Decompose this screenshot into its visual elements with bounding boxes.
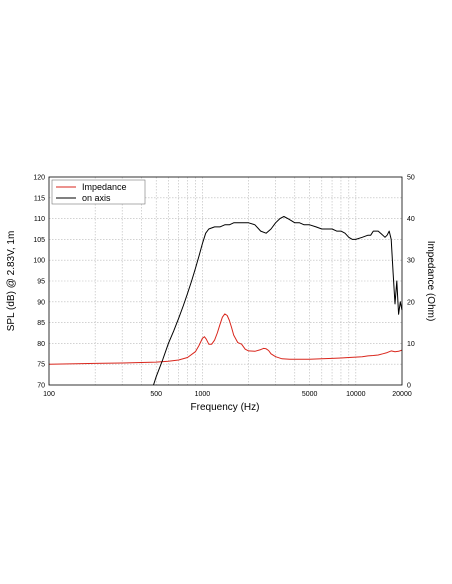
series-lines: [48, 216, 403, 386]
y-right-tick-label: 10: [407, 341, 415, 348]
y-left-tick-label: 95: [37, 279, 45, 286]
y-left-tick-label: 75: [37, 362, 45, 369]
y-right-tick-label: 50: [407, 175, 415, 182]
plot-frame: [48, 176, 403, 386]
x-tick-label: 5000: [302, 391, 318, 398]
y-left-tick-label: 100: [33, 258, 45, 265]
legend: Impedance on axis: [51, 179, 146, 205]
series-line-on-axis: [153, 216, 403, 386]
legend-label-on-axis: on axis: [82, 193, 111, 203]
y-left-tick-label: 120: [33, 175, 45, 182]
y-right-tick-label: 40: [407, 216, 415, 223]
y-left-tick-label: 105: [33, 237, 45, 244]
y-right-tick-label: 30: [407, 258, 415, 265]
x-axis-label: Frequency (Hz): [191, 402, 260, 413]
y-left-tick-label: 70: [37, 383, 45, 390]
y-left-tick-label: 85: [37, 320, 45, 327]
y-axis-left-label: SPL (dB) @ 2.83V, 1m: [6, 231, 17, 332]
x-tick-label: 100: [43, 391, 55, 398]
y-left-tick-label: 80: [37, 341, 45, 348]
x-tick-label: 10000: [346, 391, 366, 398]
series-line-impedance: [48, 313, 403, 365]
tick-labels: 100 500 1000 5000 10000 200007075808590951001…: [33, 175, 415, 399]
legend-box: [51, 179, 146, 205]
legend-label-impedance: Impedance: [82, 182, 127, 192]
y-left-tick-label: 115: [34, 195, 45, 202]
y-left-tick-label: 90: [37, 299, 45, 306]
x-tick-label: 20000: [392, 391, 412, 398]
x-tick-label: 500: [150, 391, 162, 398]
x-tick-label: 1000: [195, 391, 211, 398]
y-right-tick-label: 20: [407, 299, 415, 306]
grid: [49, 177, 402, 385]
y-left-tick-label: 110: [34, 216, 45, 223]
y-axis-right-label: Impedance (Ohm): [425, 241, 436, 322]
y-right-tick-label: 0: [407, 383, 411, 390]
